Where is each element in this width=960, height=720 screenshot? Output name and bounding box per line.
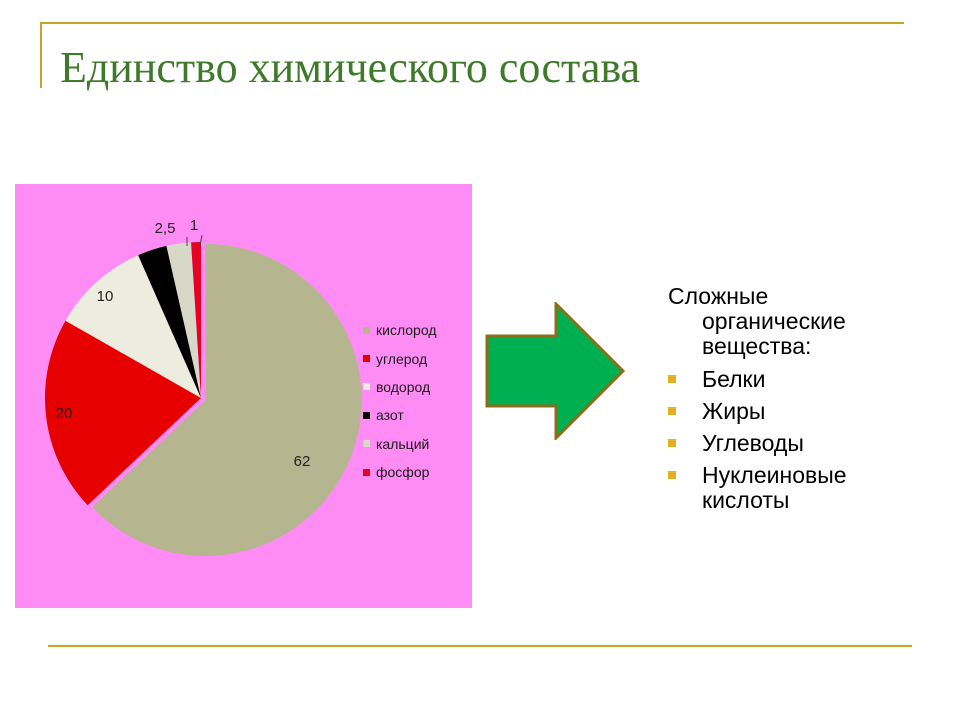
pie-slice <box>92 243 362 556</box>
bullet-text: Жиры <box>702 398 766 424</box>
data-label: 10 <box>97 288 114 305</box>
legend-label: азот <box>376 407 404 424</box>
pie-chart-panel: 62 20 10 2,5 1 кислород углерод водород азот… <box>15 184 472 608</box>
legend-label: кальций <box>376 435 430 452</box>
intro-text: Сложные органические вещества: <box>668 283 846 359</box>
bullet-square-icon <box>668 375 676 383</box>
pie-chart: 62 20 10 2,5 1 <box>44 217 362 556</box>
bullet-item: Белки <box>668 367 922 392</box>
arrow-shape <box>485 302 626 440</box>
legend-item: углерод <box>363 344 437 372</box>
bullet-square-icon <box>668 471 676 479</box>
legend-item: водород <box>363 373 437 401</box>
bullet-square-icon <box>668 407 676 415</box>
legend-item: кислород <box>363 316 437 344</box>
legend-label: фосфор <box>376 464 430 481</box>
bullet-list: Белки Жиры Углеводы Нуклеиновые кислоты <box>668 367 922 513</box>
leader-line <box>199 234 203 247</box>
pie-slice <box>191 242 201 398</box>
legend-label: водород <box>376 378 431 395</box>
legend-label: углерод <box>376 350 428 367</box>
slide-title: Единство химического состава <box>60 43 641 92</box>
bottom-border-line <box>48 645 912 647</box>
legend-item: азот <box>363 401 437 429</box>
data-label: 62 <box>294 453 311 470</box>
legend-swatch <box>363 383 370 391</box>
text-block: Сложные органические вещества: Белки Жир… <box>668 284 922 520</box>
bullet-text: Белки <box>702 366 766 392</box>
legend-swatch <box>363 411 370 419</box>
pie-slice <box>166 242 201 398</box>
legend-swatch <box>363 355 370 363</box>
left-border-line <box>40 22 42 88</box>
legend-swatch <box>363 468 370 476</box>
top-border-line <box>40 22 904 24</box>
legend-item: фосфор <box>363 458 437 486</box>
bullet-item: Углеводы <box>668 431 922 456</box>
legend-item: кальций <box>363 430 437 458</box>
bullet-text: Нуклеиновые кислоты <box>702 462 847 513</box>
chart-legend: кислород углерод водород азот кальций фо… <box>363 316 437 486</box>
bullet-item: Нуклеиновые кислоты <box>668 463 922 513</box>
bullet-text: Углеводы <box>702 430 804 456</box>
pie-slice <box>65 255 201 398</box>
bullet-square-icon <box>668 439 676 447</box>
legend-swatch <box>363 440 370 448</box>
pie-slice <box>44 320 201 506</box>
bullet-item: Жиры <box>668 399 922 424</box>
pie-slice <box>138 245 201 398</box>
data-label: 1 <box>190 217 198 234</box>
right-arrow-icon <box>485 302 626 440</box>
legend-label: кислород <box>376 322 437 339</box>
data-label: 20 <box>56 405 73 422</box>
legend-swatch <box>363 326 370 334</box>
data-label: 2,5 <box>155 220 176 237</box>
